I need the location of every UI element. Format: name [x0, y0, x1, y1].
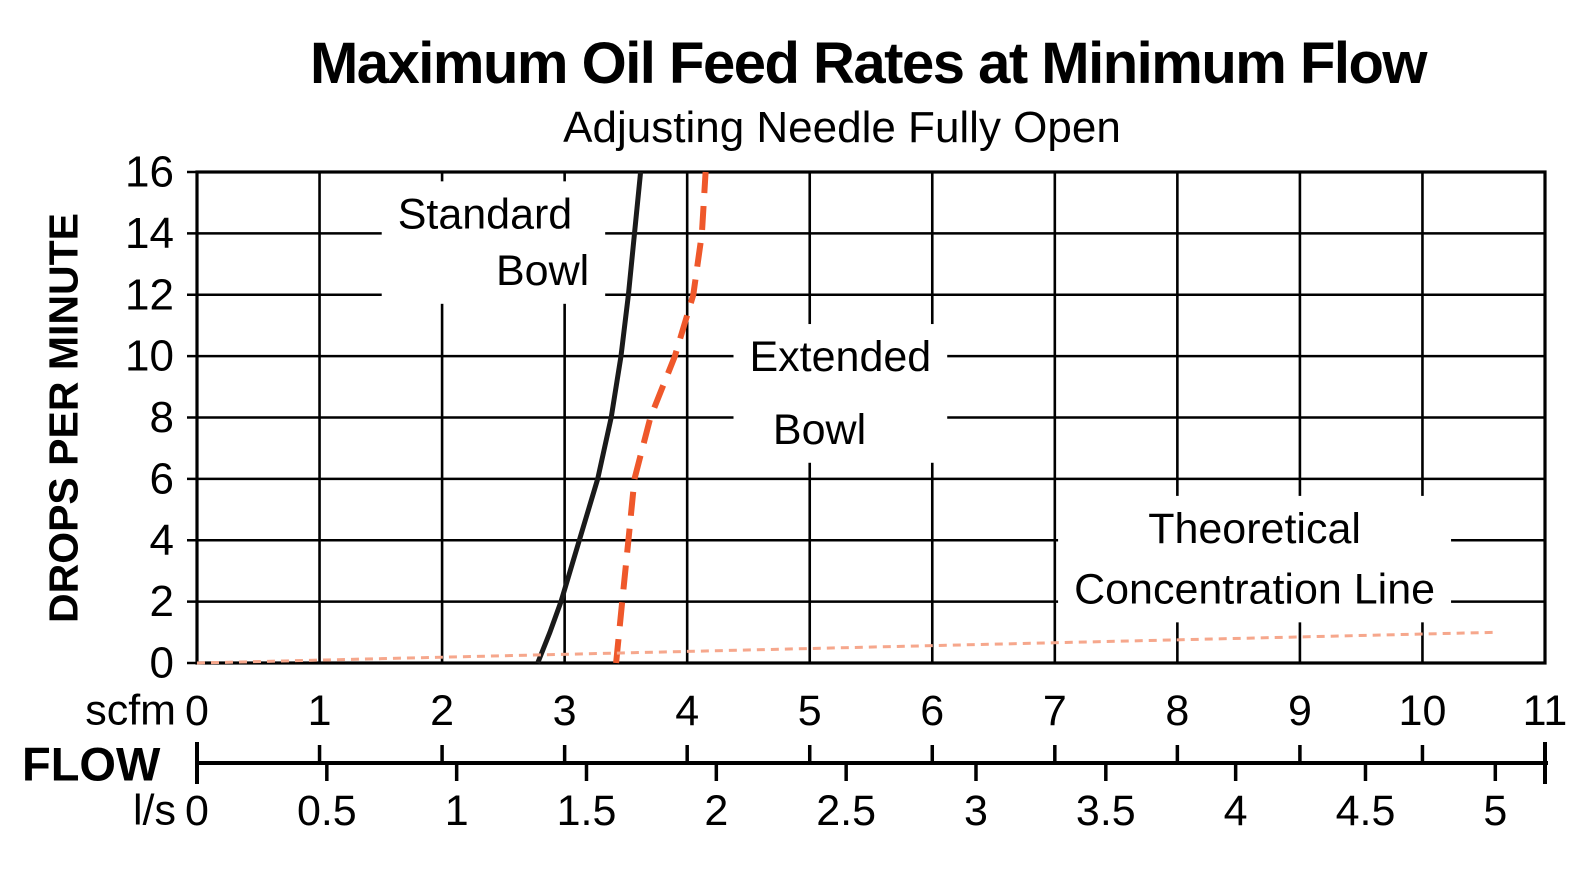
ls-tick-label-1.5: 1.5 — [557, 787, 617, 835]
theoretical-concentration-label-text: Concentration Line — [1074, 565, 1435, 613]
y-tick-label-12: 12 — [125, 270, 174, 319]
y-tick-label-6: 6 — [150, 454, 174, 503]
scfm-tick-label-3: 3 — [553, 687, 577, 735]
y-tick-label-8: 8 — [150, 393, 174, 442]
y-tick-label-2: 2 — [150, 577, 174, 626]
chart-subtitle: Adjusting Needle Fully Open — [563, 103, 1121, 152]
scfm-tick-label-0: 0 — [185, 687, 209, 735]
scfm-tick-label-6: 6 — [920, 687, 944, 735]
scfm-tick-label-1: 1 — [308, 687, 332, 735]
scfm-tick-label-4: 4 — [675, 687, 699, 735]
extended-bowl-label-background — [733, 324, 948, 463]
scfm-tick-label-11: 11 — [1523, 687, 1568, 735]
scfm-tick-label-7: 7 — [1043, 687, 1067, 735]
plot-border — [195, 170, 1547, 665]
standard-bowl-label-text: Standard — [398, 190, 573, 238]
x-axis-unit-scfm: scfm — [85, 686, 176, 735]
ls-tick-label-4.5: 4.5 — [1336, 787, 1396, 835]
standard-bowl-label-text: Bowl — [496, 247, 589, 295]
standard-bowl-label-background — [381, 181, 606, 304]
series-extended-bowl-line — [613, 171, 709, 664]
series-standard-bowl-line — [535, 171, 644, 664]
y-tick-label-16: 16 — [125, 148, 174, 197]
y-tick-label-10: 10 — [125, 332, 174, 381]
theoretical-concentration-label-background — [1058, 495, 1452, 623]
ls-tick-label-5: 5 — [1483, 787, 1507, 835]
chart-title: Maximum Oil Feed Rates at Minimum Flow — [309, 31, 1428, 96]
y-tick-label-4: 4 — [150, 516, 174, 565]
scfm-tick-label-5: 5 — [798, 687, 822, 735]
extended-bowl-label-text: Extended — [750, 333, 932, 381]
ls-tick-label-2.5: 2.5 — [816, 787, 876, 835]
theoretical-concentration-label-text: Theoretical — [1148, 505, 1361, 553]
extended-bowl-label: Extended Bowl — [733, 324, 948, 463]
extended-bowl-label-text: Bowl — [773, 406, 866, 454]
x-axis-title-flow: FLOW — [22, 737, 161, 791]
ls-tick-label-2: 2 — [704, 787, 728, 835]
scfm-tick-label-9: 9 — [1288, 687, 1312, 735]
scfm-tick-label-10: 10 — [1399, 687, 1447, 735]
standard-bowl-label: Standard Bowl — [381, 181, 606, 304]
ls-tick-label-1: 1 — [445, 787, 469, 835]
series-theoretical-concentration-line-line — [196, 630, 1497, 665]
scfm-tick-label-8: 8 — [1165, 687, 1189, 735]
theoretical-concentration-label: Theoretical Concentration Line — [1058, 495, 1452, 623]
ls-tick-label-3: 3 — [964, 787, 988, 835]
ls-tick-label-4: 4 — [1224, 787, 1248, 835]
ls-tick-label-3.5: 3.5 — [1076, 787, 1136, 835]
ls-tick-label-0: 0 — [185, 787, 209, 835]
ls-tick-label-0.5: 0.5 — [297, 787, 357, 835]
y-tick-label-14: 14 — [125, 209, 174, 258]
x-axis-unit-ls: l/s — [133, 786, 176, 835]
y-tick-label-0: 0 — [150, 639, 174, 688]
scfm-tick-label-2: 2 — [430, 687, 454, 735]
